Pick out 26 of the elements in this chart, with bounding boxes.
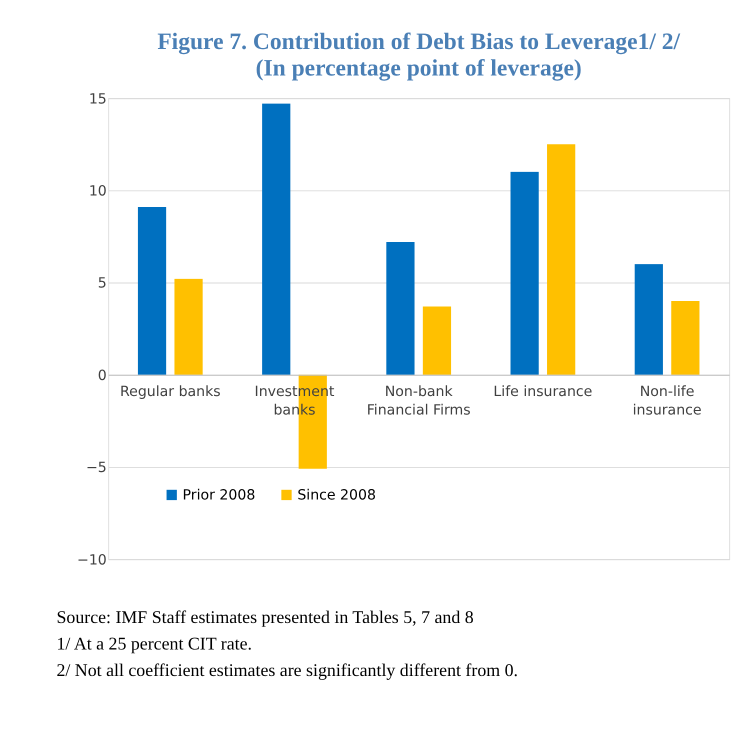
chart-subtitle: (In percentage point of leverage) (256, 56, 582, 82)
bar (386, 242, 415, 375)
x-tick-label: Life insurance (493, 384, 592, 400)
bar (634, 264, 663, 375)
bar (547, 144, 576, 375)
y-tick-label: 10 (88, 184, 107, 200)
bar (510, 172, 539, 375)
y-tick-label: 0 (98, 368, 107, 384)
x-tick-label: Non-bank Financial Firms (366, 384, 471, 419)
bar (174, 278, 203, 375)
legend-label: Since 2008 (297, 488, 376, 504)
bar (422, 306, 452, 375)
y-tick-label: 15 (88, 91, 107, 108)
source-note: Source: IMF Staff estimates presented in Tables 5, 7 and 8 (56, 607, 474, 628)
x-tick-label: Regular banks (120, 384, 221, 400)
x-tick-label: Non-life insurance (632, 384, 702, 419)
text: 2/ Not all coefficient estimates are significantly different from 0. (56, 660, 518, 680)
bar (138, 206, 166, 375)
y-tick-label: 5 (98, 276, 107, 292)
text: 1/ At a 25 percent CIT rate. (56, 633, 252, 654)
y-tick-label: −5 (86, 460, 107, 476)
chart-title: Figure 7. Contribution of Debt Bias to Leverage1/ 2/ (157, 29, 681, 56)
bar (671, 300, 700, 375)
bar (262, 104, 290, 375)
y-tick-label: −10 (77, 552, 107, 568)
legend-label: Prior 2008 (182, 488, 256, 504)
